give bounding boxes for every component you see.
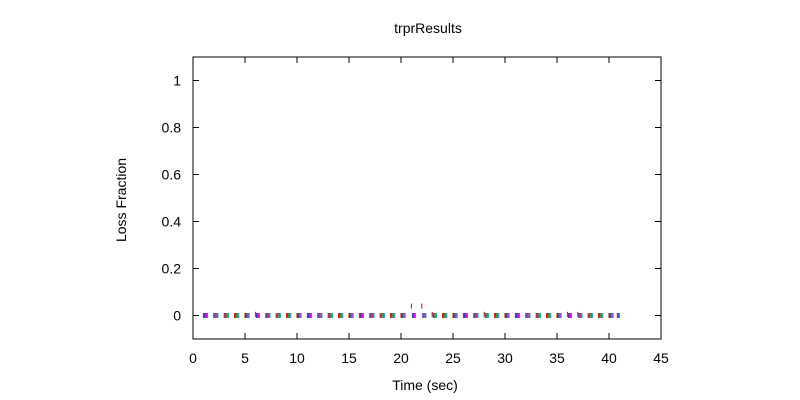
y-tick-label: 0.6: [162, 167, 182, 183]
y-axis-label: Loss Fraction: [113, 158, 129, 242]
x-tick-label: 25: [445, 350, 461, 366]
y-tick-label: 0: [173, 308, 181, 324]
x-tick-label: 40: [601, 350, 617, 366]
x-tick-label: 30: [497, 350, 513, 366]
x-tick-label: 10: [289, 350, 305, 366]
x-tick-label: 15: [341, 350, 357, 366]
x-tick-label: 35: [549, 350, 565, 366]
x-tick-label: 5: [241, 350, 249, 366]
plot-marks: [202, 303, 620, 318]
chart-title: trprResults: [394, 20, 462, 36]
y-tick-label: 0.8: [162, 120, 182, 136]
plot-frame: [192, 56, 662, 340]
x-tick-label: 45: [653, 350, 669, 366]
y-tick-label: 0.4: [162, 214, 182, 230]
x-tick-label: 20: [393, 350, 409, 366]
y-tick-label: 0.2: [162, 261, 182, 277]
ticks: 0 5 10 15 20 25 30 35 40 45 0 0.2 0.4 0.6 0.8 1: [162, 57, 669, 366]
x-tick-label: 0: [189, 350, 197, 366]
y-tick-label: 1: [173, 73, 181, 89]
x-axis-label: Time (sec): [392, 377, 458, 393]
